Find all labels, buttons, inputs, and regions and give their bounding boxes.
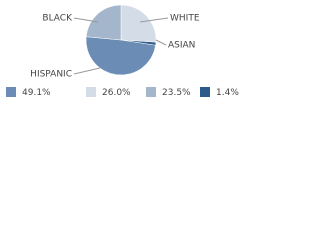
slice-label: ASIAN [168, 41, 195, 51]
pie-slice [120, 4, 157, 43]
slice-label: WHITE [170, 14, 200, 24]
slice-label: BLACK [42, 14, 73, 24]
leader-line [155, 39, 167, 46]
legend-label: 49.1% [22, 88, 51, 98]
chart: BLACK WHITE ASIAN HISPANIC 49.1% 26.0% 23.… [6, 4, 239, 98]
slice-label: HISPANIC [30, 70, 72, 80]
legend-label: 23.5% [162, 88, 191, 98]
pie-slice [85, 36, 156, 76]
leader-line [139, 17, 169, 23]
leader-line [73, 67, 101, 75]
legend-swatch [6, 87, 16, 97]
legend-swatch [200, 87, 210, 97]
legend-label: 26.0% [102, 88, 131, 98]
legend-label: 1.4% [216, 88, 239, 98]
legend-swatch [86, 87, 96, 97]
legend-swatch [146, 87, 156, 97]
pie [85, 4, 157, 76]
leader-line [73, 17, 99, 23]
pie-slice [85, 4, 122, 41]
